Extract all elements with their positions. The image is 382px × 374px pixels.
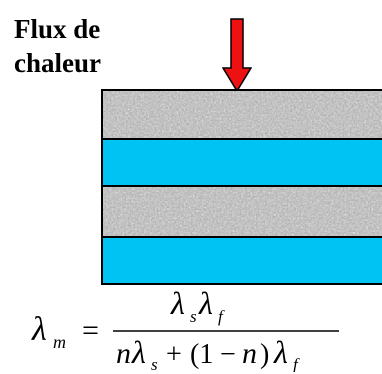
formula-den-sub-f: f [293,355,300,372]
formula-den-n1: n [116,337,131,370]
formula-den-lambda-f: λ [273,334,288,370]
formula-num-lambda-f: λ [198,286,213,321]
solid-layer-bottom [103,187,382,236]
formula-den-minus: − [220,339,236,370]
formula-den-lambda-s: λ [131,334,146,370]
formula-den-sub-s: s [151,355,158,372]
solid-layer-top [103,91,382,138]
granite-texture [103,91,382,138]
heat-flux-label-line2: chaleur [14,48,101,78]
formula-num-sub-f: f [218,307,225,326]
layered-composite [101,89,382,285]
formula-num-sub-s: s [190,307,197,326]
formula-den-close: ) [260,339,269,370]
heat-flux-label: Flux de chaleur [14,12,154,80]
formula-den-plus: + [166,339,182,370]
formula-lhs-symbol: λ [31,311,47,348]
formula-num-lambda-s: λ [170,286,185,321]
heat-flux-label-line1: Flux de [14,14,101,44]
formula-den-open: (1 [190,339,213,370]
formula-lhs-subscript: m [53,332,66,352]
down-arrow-icon [222,18,252,92]
fluid-layer-bottom [103,236,382,283]
effective-conductivity-formula: λ m = λ s λ f n λ s + (1 − n ) λ f [20,286,360,372]
fluid-layer-top [103,138,382,187]
granite-texture [103,187,382,236]
formula-equals: = [82,314,99,347]
formula-den-n2: n [242,337,257,370]
